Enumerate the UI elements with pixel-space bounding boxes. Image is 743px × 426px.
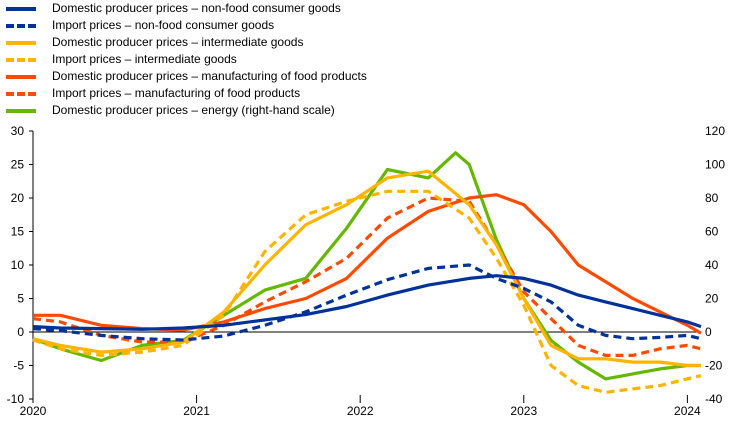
legend-item: Import prices – non-food consumer goods [6,17,426,34]
legend-swatch [6,40,36,45]
y-left-tick-label: 5 [17,292,24,306]
legend-item: Domestic producer prices – manufacturing… [6,68,426,85]
legend-label: Domestic producer prices – intermediate … [52,35,304,49]
legend-swatch [6,57,36,62]
legend-label: Import prices – non-food consumer goods [52,18,275,32]
series-line-7 [32,151,701,381]
series-lines [32,151,702,394]
legend-label: Domestic producer prices – manufacturing… [52,69,367,83]
legend-swatch [6,6,36,11]
y-left-tick-label: -5 [13,359,24,373]
y-left-tick-label: 30 [11,124,25,138]
legend-label: Domestic producer prices – non-food cons… [52,1,341,15]
legend-label: Domestic producer prices – energy (right… [52,103,335,117]
x-tick-label: 2022 [347,404,374,418]
series-line-1 [32,274,702,331]
y-right-tick-label: 60 [705,225,719,239]
y-left-tick-label: 20 [11,191,25,205]
legend-label: Import prices – intermediate goods [52,52,237,66]
y-right-tick-label: 40 [705,258,719,272]
y-right-tick-label: -40 [705,392,723,406]
y-left-tick-label: 25 [11,158,25,172]
series-line-2 [32,263,702,342]
legend-swatch [6,108,36,113]
legend-item: Import prices – intermediate goods [6,51,426,68]
y-right-tick-label: 0 [705,325,712,339]
y-right-tick-label: 120 [705,124,725,138]
y-left-tick-label: 10 [11,258,25,272]
x-tick-label: 2020 [20,404,47,418]
series-line-4 [32,189,702,394]
y-right-tick-label: -20 [705,359,723,373]
series-line-3 [32,169,701,368]
legend-item: Domestic producer prices – energy (right… [6,102,426,119]
y-right-tick-label: 100 [705,158,725,172]
x-tick-label: 2023 [510,404,537,418]
legend-item: Domestic producer prices – intermediate … [6,34,426,51]
y-left-tick-label: 15 [11,225,25,239]
y-right-tick-label: 20 [705,292,719,306]
legend-swatch [6,74,36,79]
x-tick-label: 2024 [674,404,701,418]
y-left-tick-label: 0 [17,325,24,339]
y-left-tick-label: -10 [7,392,25,406]
legend-label: Import prices – manufacturing of food pr… [52,86,301,100]
legend-swatch [6,23,36,28]
series-line-5 [33,193,702,335]
y-right-tick-label: 80 [705,191,719,205]
x-tick-label: 2021 [183,404,210,418]
axes: 30 25 20 15 10 5 0 -5 -10 120 100 80 60 40 20 0 -20 -40 20… [7,124,726,418]
legend-item: Import prices – manufacturing of food pr… [6,85,426,102]
legend-item: Domestic producer prices – non-food cons… [6,0,426,17]
legend: Domestic producer prices – non-food cons… [6,0,426,119]
legend-swatch [6,91,36,96]
